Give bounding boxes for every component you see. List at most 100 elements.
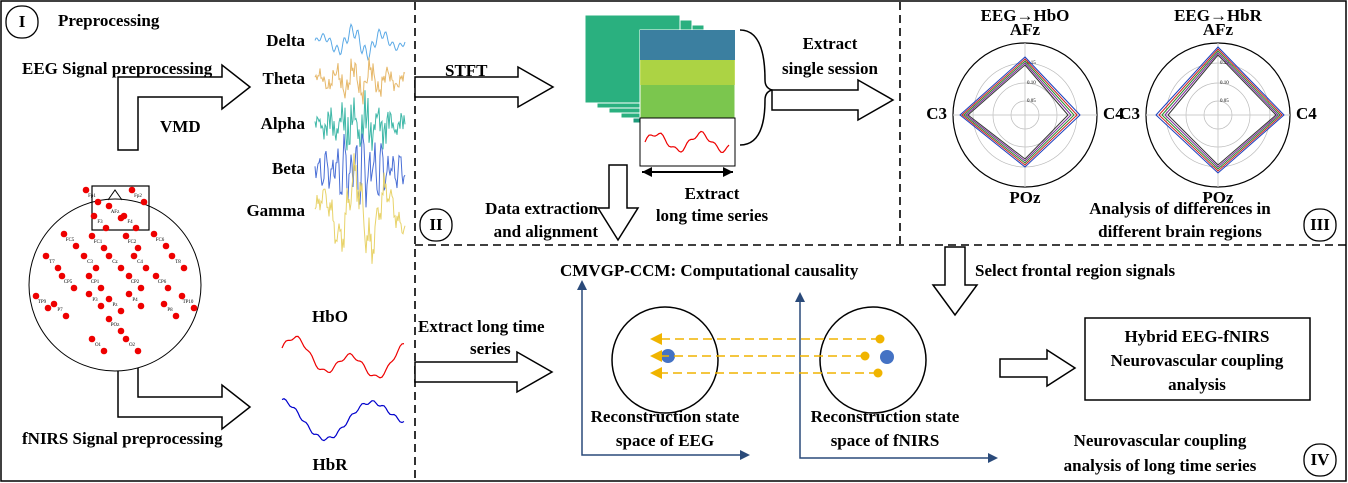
electrode-label: F4	[127, 220, 133, 225]
electrode-label: FC2	[128, 240, 137, 245]
panel-numeral: I	[19, 12, 26, 31]
electrode-label: CP2	[131, 280, 140, 285]
electrode	[151, 231, 158, 238]
band-label: Beta	[272, 159, 306, 178]
label: space of EEG	[616, 431, 714, 450]
electrode	[33, 293, 40, 300]
electrode-label: T7	[49, 260, 55, 265]
electrode	[169, 253, 176, 260]
radar-tick: 0.10	[1027, 81, 1036, 86]
radar-axis-label: C4	[1296, 104, 1317, 123]
electrode-label: P4	[132, 298, 138, 303]
electrode	[123, 233, 130, 240]
electrode-label: Fp1	[88, 194, 96, 199]
electrode	[106, 316, 113, 323]
block-arrow	[933, 247, 977, 315]
electrode-label: CP5	[64, 280, 73, 285]
electrode-label: P8	[167, 308, 173, 313]
signal-wave	[315, 57, 405, 104]
head	[29, 199, 201, 371]
electrode-label: TP9	[38, 300, 47, 305]
signal-wave	[315, 24, 405, 59]
brace	[740, 30, 772, 145]
spectrogram	[640, 60, 735, 85]
electrode-label: Cz	[112, 260, 118, 265]
electrode	[55, 265, 62, 272]
electrode-label: O2	[129, 343, 136, 348]
electrode	[126, 291, 133, 298]
figure: Preprocessing EEG Signal preprocessing V…	[0, 0, 1348, 483]
band-label: Gamma	[246, 201, 305, 220]
electrode	[59, 273, 66, 280]
label: EEG Signal preprocessing	[22, 59, 213, 78]
electrode	[98, 285, 105, 292]
electrode-label: AFz	[111, 210, 120, 215]
electrode	[106, 296, 113, 303]
electrode	[153, 273, 160, 280]
panel-numeral: III	[1310, 215, 1330, 234]
label: fNIRS Signal preprocessing	[22, 429, 223, 448]
electrode-label: T8	[175, 260, 181, 265]
radar-axis-label: AFz	[1010, 20, 1041, 39]
electrode	[86, 273, 93, 280]
band-label: Alpha	[261, 114, 306, 133]
radar-shape	[1168, 55, 1276, 165]
electrode	[135, 348, 142, 355]
label: single session	[782, 59, 878, 78]
radar-axis-label: POz	[1009, 188, 1041, 207]
point	[874, 369, 883, 378]
electrode	[45, 305, 52, 312]
block-arrow	[1000, 350, 1075, 386]
electrode	[61, 231, 68, 238]
block-arrow	[772, 80, 893, 120]
electrode-label: C4	[137, 260, 143, 265]
electrode-label: Fp2	[134, 194, 142, 199]
block-arrow	[415, 352, 552, 392]
label: and alignment	[494, 222, 599, 241]
spectrogram	[640, 30, 735, 60]
block-arrow	[118, 65, 250, 150]
label: Select frontal region signals	[975, 261, 1175, 280]
panel-numeral: II	[429, 215, 443, 234]
state-space	[820, 307, 926, 413]
electrode-label: FC5	[66, 238, 75, 243]
electrode	[81, 253, 88, 260]
radar-axis-label: C3	[1119, 104, 1140, 123]
point	[876, 335, 885, 344]
block-arrow	[598, 165, 638, 240]
signal-wave	[282, 336, 404, 377]
electrode	[118, 265, 125, 272]
electrode	[138, 303, 145, 310]
caption: different brain regions	[1098, 222, 1262, 241]
electrode	[95, 199, 102, 206]
electrode-label: C3	[87, 260, 93, 265]
radar-axis-label: C3	[926, 104, 947, 123]
electrode	[161, 301, 168, 308]
electrode	[191, 305, 198, 312]
electrode	[129, 187, 136, 194]
electrode	[143, 265, 150, 272]
panel-title: Preprocessing	[58, 11, 160, 30]
label: series	[470, 339, 511, 358]
electrode	[101, 245, 108, 252]
radar-axis-label: POz	[1202, 188, 1234, 207]
electrode	[118, 308, 125, 315]
band-label: Theta	[263, 69, 306, 88]
electrode	[106, 203, 113, 210]
electrode-label: FC1	[94, 240, 103, 245]
signal-wave	[282, 399, 404, 441]
electrode	[89, 336, 96, 343]
panel-numeral: IV	[1311, 450, 1331, 469]
label: VMD	[160, 117, 201, 136]
radar-tick: 0.10	[1220, 81, 1229, 86]
electrode	[93, 265, 100, 272]
radar-shape	[968, 65, 1068, 159]
electrode	[91, 213, 98, 220]
electrode	[118, 328, 125, 335]
label: long time series	[656, 206, 769, 225]
point	[880, 350, 894, 364]
electrode	[51, 301, 58, 308]
electrode	[141, 199, 148, 206]
radar-tick: 0.05	[1027, 99, 1036, 104]
label: HbO	[312, 307, 348, 326]
